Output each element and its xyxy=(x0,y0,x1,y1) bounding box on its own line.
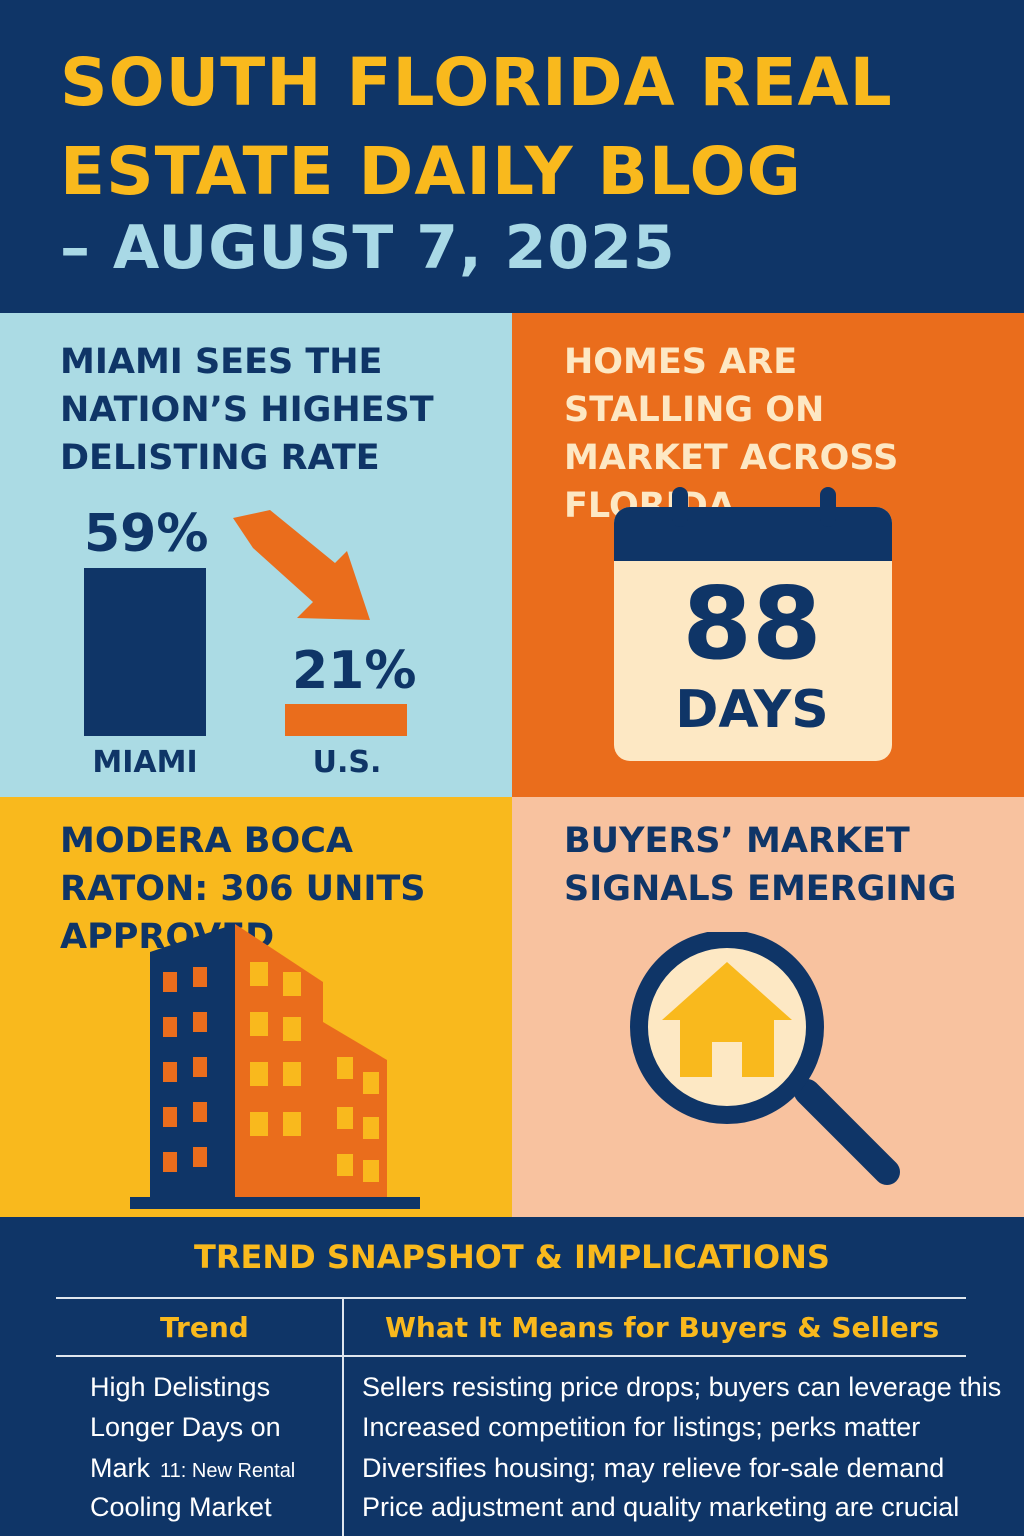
days-number: 88 xyxy=(682,565,822,682)
table-header-rule xyxy=(56,1355,966,1357)
buyers-title: BUYERS’ MARKET SIGNALS EMERGING xyxy=(564,821,957,909)
meaning-cell: Increased competition for listings; perk… xyxy=(362,1412,921,1442)
trend-cell-note: 11: New Rental xyxy=(160,1460,296,1482)
trend-cell: Longer Days on xyxy=(90,1412,281,1442)
header: SOUTH FLORIDA REAL ESTATE DAILY BLOG – A… xyxy=(0,0,1024,313)
buyers-panel: BUYERS’ MARKET SIGNALS EMERGING xyxy=(512,797,1024,1217)
us-bar xyxy=(285,704,407,736)
miami-bar xyxy=(84,568,206,736)
delisting-title: MIAMI SEES THE NATION’S HIGHEST DELISTIN… xyxy=(60,342,434,478)
days-unit: DAYS xyxy=(675,680,829,740)
trend-cell: Mark 11: New Rental xyxy=(90,1448,295,1491)
miami-value: 59% xyxy=(84,504,209,564)
page-date: – AUGUST 7, 2025 xyxy=(60,213,676,283)
trend-snapshot: TREND SNAPSHOT & IMPLICATIONS Trend What… xyxy=(0,1217,1024,1536)
us-value: 21% xyxy=(292,641,417,701)
delisting-panel: MIAMI SEES THE NATION’S HIGHEST DELISTIN… xyxy=(0,313,512,797)
meaning-cell: Price adjustment and quality marketing a… xyxy=(362,1492,960,1522)
us-label: U.S. xyxy=(312,745,382,780)
col-header-trend: Trend xyxy=(160,1311,249,1344)
modera-panel: MODERA BOCA RATON: 306 UNITS APPROVED xyxy=(0,797,512,1217)
meaning-cell: Sellers resisting price drops; buyers ca… xyxy=(362,1372,1002,1402)
stalling-title: HOMES ARE STALLING ON MARKET ACROSS FLOR… xyxy=(564,342,899,526)
miami-label: MIAMI xyxy=(92,745,198,780)
down-arrow-icon xyxy=(233,510,370,620)
snapshot-title: TREND SNAPSHOT & IMPLICATIONS xyxy=(194,1238,830,1276)
trend-cell: High Delistings xyxy=(90,1372,271,1402)
meaning-cell: Diversifies housing; may relieve for-sal… xyxy=(362,1453,945,1483)
col-header-meaning: What It Means for Buyers & Sellers xyxy=(385,1311,940,1344)
page-title: SOUTH FLORIDA REAL ESTATE DAILY BLOG xyxy=(60,44,893,210)
table-column-divider xyxy=(342,1297,344,1536)
calendar-icon xyxy=(614,487,892,761)
stalling-panel: HOMES ARE STALLING ON MARKET ACROSS FLOR… xyxy=(512,313,1024,797)
trend-cell: Cooling Market xyxy=(90,1492,272,1522)
magnifier-house-icon xyxy=(630,932,900,1185)
building-icon xyxy=(130,924,420,1209)
trend-cell-text: Mark xyxy=(90,1453,150,1483)
table-top-rule xyxy=(56,1297,966,1299)
